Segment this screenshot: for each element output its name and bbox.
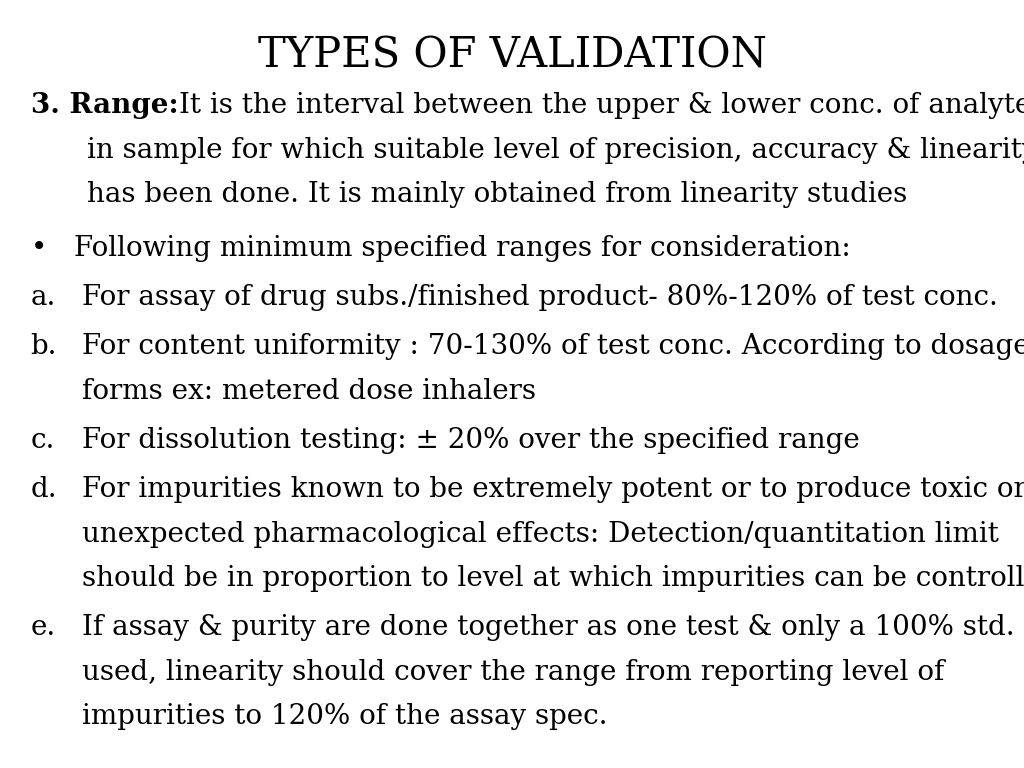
Text: used, linearity should cover the range from reporting level of: used, linearity should cover the range f… (82, 659, 944, 686)
Text: For impurities known to be extremely potent or to produce toxic or: For impurities known to be extremely pot… (82, 476, 1024, 503)
Text: For content uniformity : 70-130% of test conc. According to dosage: For content uniformity : 70-130% of test… (82, 333, 1024, 360)
Text: impurities to 120% of the assay spec.: impurities to 120% of the assay spec. (82, 703, 607, 730)
Text: forms ex: metered dose inhalers: forms ex: metered dose inhalers (82, 378, 536, 405)
Text: unexpected pharmacological effects: Detection/quantitation limit: unexpected pharmacological effects: Dete… (82, 521, 998, 548)
Text: If assay & purity are done together as one test & only a 100% std. is: If assay & purity are done together as o… (82, 614, 1024, 641)
Text: It is the interval between the upper & lower conc. of analyte: It is the interval between the upper & l… (179, 92, 1024, 119)
Text: TYPES OF VALIDATION: TYPES OF VALIDATION (257, 35, 767, 77)
Text: e.: e. (31, 614, 56, 641)
Text: in sample for which suitable level of precision, accuracy & linearity: in sample for which suitable level of pr… (87, 137, 1024, 164)
Text: should be in proportion to level at which impurities can be controlled: should be in proportion to level at whic… (82, 565, 1024, 592)
Text: b.: b. (31, 333, 57, 360)
Text: Following minimum specified ranges for consideration:: Following minimum specified ranges for c… (74, 235, 851, 262)
Text: 3. Range:: 3. Range: (31, 92, 178, 119)
Text: d.: d. (31, 476, 57, 503)
Text: For assay of drug subs./finished product- 80%-120% of test conc.: For assay of drug subs./finished product… (82, 284, 997, 311)
Text: •: • (31, 235, 47, 262)
Text: a.: a. (31, 284, 56, 311)
Text: For dissolution testing: ± 20% over the specified range: For dissolution testing: ± 20% over the … (82, 427, 860, 454)
Text: has been done. It is mainly obtained from linearity studies: has been done. It is mainly obtained fro… (87, 181, 907, 208)
Text: c.: c. (31, 427, 55, 454)
